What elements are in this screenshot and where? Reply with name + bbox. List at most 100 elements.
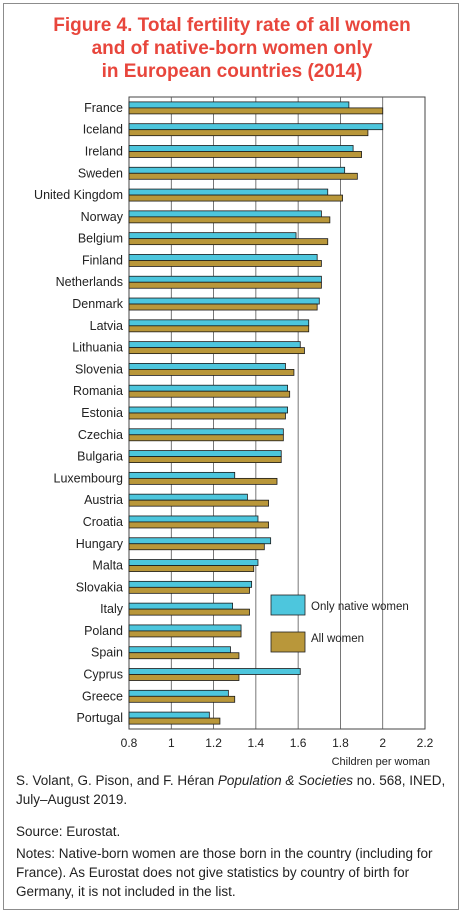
bar-native <box>128 537 272 545</box>
category-label: United Kingdom <box>34 188 123 202</box>
category-label: Latvia <box>90 319 123 333</box>
category-label: Slovakia <box>76 580 123 594</box>
x-axis-label: Children per woman <box>332 756 430 768</box>
bar-native <box>128 428 284 436</box>
bar-native <box>128 471 236 479</box>
category-label: Sweden <box>78 166 123 180</box>
chart-title-line-3: in European countries (2014) <box>101 61 363 82</box>
x-tick-label: 1.4 <box>248 736 265 750</box>
bar-native <box>128 123 384 131</box>
chart-title-line-2: and of native-born women only <box>91 38 373 59</box>
bar-chart: 0.8 1 1.2 1.4 1.6 1.8 2 2.2 Children per woman Fr… <box>34 96 434 768</box>
bar-all <box>128 608 250 616</box>
bar-native <box>128 646 231 654</box>
bar-native <box>128 711 210 719</box>
bar-all <box>128 674 240 681</box>
source-note: Source: Eurostat. <box>16 824 121 839</box>
category-label: Malta <box>92 559 123 573</box>
bar-all <box>128 456 282 463</box>
x-tick-label: 0.8 <box>121 736 138 750</box>
category-label: Poland <box>84 624 123 638</box>
bar-all <box>128 565 255 572</box>
category-label: Slovenia <box>75 362 123 376</box>
x-tick-label: 1.6 <box>290 736 307 750</box>
category-label: Italy <box>100 602 124 616</box>
category-label: Luxembourg <box>54 471 124 485</box>
bar-native <box>128 254 318 261</box>
bar-all <box>128 477 278 485</box>
bar-native <box>128 668 301 675</box>
bar-native <box>128 602 233 610</box>
category-label: Ireland <box>85 144 123 158</box>
bar-native <box>128 166 346 174</box>
category-label: Finland <box>82 253 123 267</box>
bar-all <box>128 172 358 180</box>
bar-native <box>128 406 288 414</box>
category-label: Czechia <box>78 428 123 442</box>
bar-native <box>128 689 229 697</box>
category-label: Hungary <box>76 537 124 551</box>
legend-label-all: All women <box>311 633 364 645</box>
category-label: Greece <box>82 689 123 703</box>
bar-native <box>128 210 322 218</box>
category-label: Croatia <box>83 515 123 529</box>
bar-all <box>128 630 242 638</box>
legend-swatch-all <box>270 631 306 653</box>
category-label: Norway <box>81 210 124 224</box>
bar-all <box>128 238 329 246</box>
bar-all <box>128 369 295 376</box>
bar-all <box>128 434 284 442</box>
bar-all <box>128 151 362 158</box>
bar-all <box>128 499 269 507</box>
category-label: Belgium <box>78 232 123 246</box>
bar-all <box>128 652 240 660</box>
bar-native <box>128 275 322 283</box>
bar-native <box>128 341 301 349</box>
notes-text: Notes: Native-born women are those born … <box>16 846 433 899</box>
bar-all <box>128 347 305 355</box>
category-label: Iceland <box>83 123 123 137</box>
category-label: Spain <box>91 646 123 660</box>
bar-all <box>128 194 343 202</box>
bar-all <box>128 260 322 267</box>
bar-native <box>128 384 288 392</box>
citation: S. Volant, G. Pison, and F. Héran Popula… <box>16 771 456 809</box>
bar-all <box>128 390 291 398</box>
bar-all <box>128 281 322 289</box>
bar-native <box>128 515 259 523</box>
bar-all <box>128 129 369 137</box>
bar-native <box>128 559 259 566</box>
bar-all <box>128 107 384 115</box>
category-label: Cyprus <box>83 668 123 682</box>
bar-native <box>128 319 310 327</box>
chart-title-line-1: Figure 4. Total fertility rate of all wo… <box>53 15 411 36</box>
bar-all <box>128 412 286 420</box>
bar-native <box>128 232 297 240</box>
category-label: Netherlands <box>56 275 123 289</box>
chart-title: Figure 4. Total fertility rate of all wo… <box>6 14 458 83</box>
bar-native <box>128 493 248 501</box>
category-label: France <box>84 101 123 115</box>
category-label: Denmark <box>72 297 123 311</box>
bar-native <box>128 101 350 109</box>
x-tick-label: 1.2 <box>205 736 222 750</box>
bar-native <box>128 363 286 370</box>
x-tick-label: 2 <box>379 736 386 750</box>
x-tick-label: 1.8 <box>332 736 349 750</box>
bar-all <box>128 303 318 311</box>
bar-all <box>128 543 265 551</box>
bar-native <box>128 297 320 305</box>
category-label: Bulgaria <box>77 450 123 464</box>
bar-all <box>128 521 269 529</box>
legend-swatch-native <box>270 594 306 616</box>
bar-all <box>128 216 331 224</box>
bar-native <box>128 624 242 632</box>
bar-native <box>128 450 282 457</box>
category-label: Romania <box>73 384 123 398</box>
bar-native <box>128 188 329 196</box>
category-label: Austria <box>84 493 123 507</box>
category-label: Portugal <box>76 711 123 725</box>
bar-all <box>128 695 236 703</box>
category-label: Lithuania <box>72 341 123 355</box>
x-tick-label: 1 <box>168 736 175 750</box>
